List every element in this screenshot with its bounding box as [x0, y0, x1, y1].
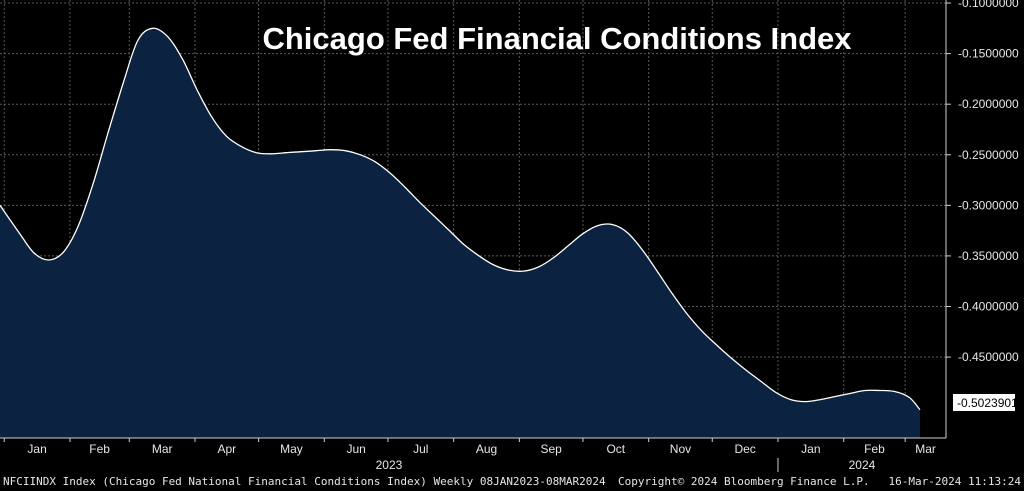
- y-tick-label: -0.3500000: [958, 249, 1019, 263]
- x-tick-label: Feb: [864, 442, 885, 456]
- y-tick-label: -0.4500000: [958, 350, 1019, 364]
- x-tick-label: Mar: [152, 442, 173, 456]
- footer-timestamp: 16-Mar-2024 11:13:24: [889, 475, 1022, 488]
- last-value-box: [953, 394, 1015, 411]
- x-tick-label: Apr: [217, 442, 236, 456]
- chart-title: Chicago Fed Financial Conditions Index: [262, 21, 852, 56]
- y-axis: -0.1000000 -0.1500000 -0.2000000 -0.2500000…: [945, 0, 1019, 438]
- x-tick-label: Jun: [346, 442, 365, 456]
- y-tick-label: -0.1000000: [958, 0, 1019, 10]
- footer-security: NFCIINDX Index (Chicago Fed National Fin…: [3, 475, 606, 488]
- x-tick-label: Sep: [540, 442, 562, 456]
- series-area: [0, 28, 920, 439]
- x-tick-label: Jan: [801, 442, 820, 456]
- series-line: [0, 27, 921, 411]
- x-axis: Jan Feb Mar Apr May Jun Jul Aug Sep Oct Nov Dec Jan F…: [0, 437, 946, 472]
- last-value-marker: -0.5023901: [953, 394, 1018, 411]
- x-tick-label: Aug: [476, 442, 497, 456]
- year-label: 2023: [376, 458, 403, 472]
- x-tick-label: Feb: [89, 442, 110, 456]
- x-tick-label: Jul: [413, 442, 428, 456]
- y-tick-label: -0.1500000: [958, 47, 1019, 61]
- y-tick-label: -0.4000000: [958, 299, 1019, 313]
- x-tick-label: Nov: [670, 442, 691, 456]
- y-tick-label: -0.2000000: [958, 97, 1019, 111]
- last-value-label: -0.5023901: [957, 396, 1018, 410]
- year-label: 2024: [849, 458, 876, 472]
- x-tick-label: Jan: [27, 442, 46, 456]
- x-tick-label: Oct: [606, 442, 625, 456]
- x-tick-label: Mar: [915, 442, 936, 456]
- footer-copyright: Copyright© 2024 Bloomberg Finance L.P.: [618, 475, 870, 488]
- y-tick-label: -0.3000000: [958, 198, 1019, 212]
- y-tick-label: -0.2500000: [958, 148, 1019, 162]
- x-tick-label: Dec: [734, 442, 755, 456]
- x-tick-label: May: [280, 442, 303, 456]
